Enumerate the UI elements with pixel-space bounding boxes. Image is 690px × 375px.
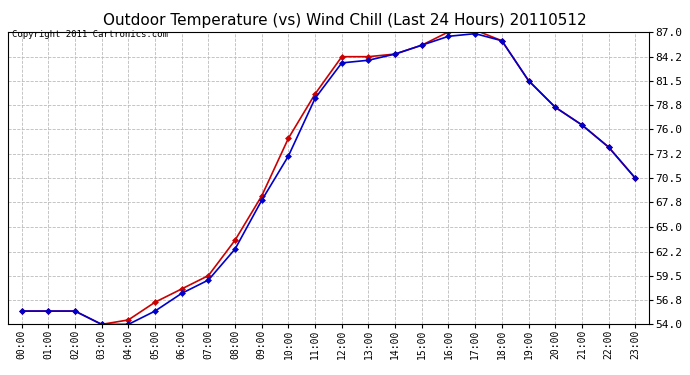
- Text: Copyright 2011 Cartronics.com: Copyright 2011 Cartronics.com: [12, 30, 168, 39]
- Text: Outdoor Temperature (vs) Wind Chill (Last 24 Hours) 20110512: Outdoor Temperature (vs) Wind Chill (Las…: [104, 13, 586, 28]
